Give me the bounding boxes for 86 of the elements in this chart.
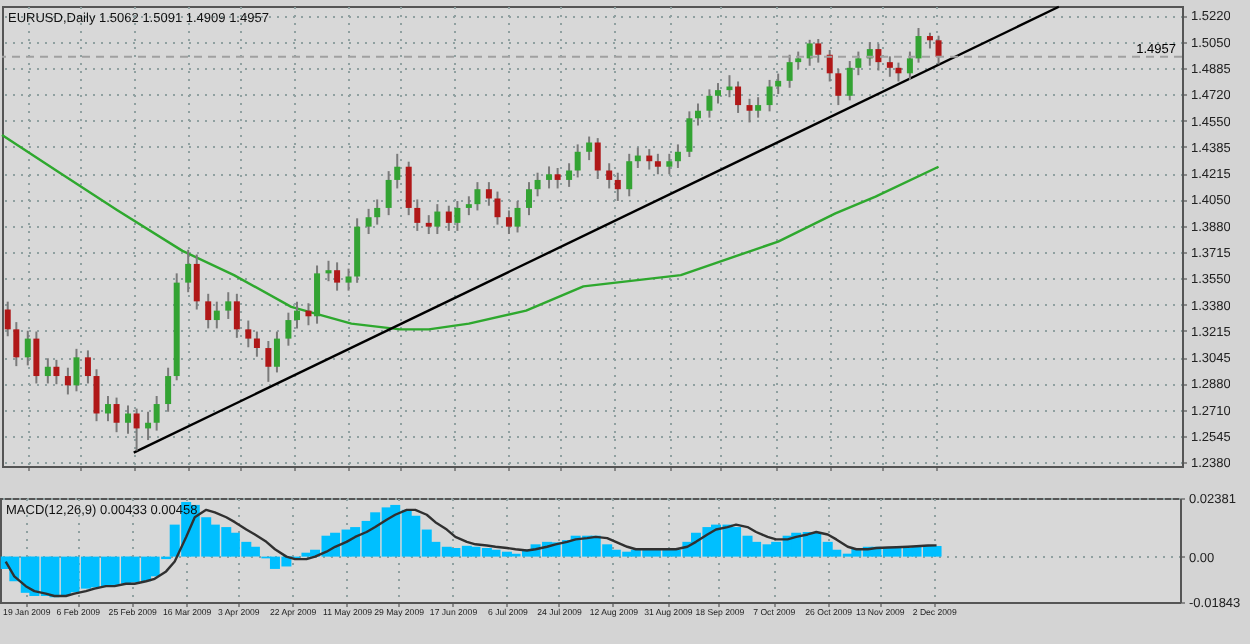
candlestick <box>566 162 573 188</box>
candlestick <box>525 181 532 217</box>
candlestick <box>895 61 902 83</box>
candlestick <box>786 53 793 89</box>
candlestick <box>93 368 100 423</box>
candlestick <box>574 143 581 179</box>
candlestick <box>125 404 132 435</box>
candlestick <box>586 135 593 162</box>
candlestick <box>245 319 252 349</box>
candlestick <box>44 357 51 385</box>
candlestick <box>185 248 192 294</box>
candlestick <box>414 198 421 232</box>
candlestick <box>84 349 91 385</box>
candlestick <box>875 42 882 72</box>
candlestick <box>775 72 782 96</box>
candlestick <box>104 395 111 423</box>
candlestick <box>886 55 893 78</box>
candlestick <box>445 204 452 232</box>
candlestick <box>666 152 673 176</box>
candlestick <box>325 259 332 283</box>
bar <box>249 546 260 557</box>
candlestick <box>915 27 922 64</box>
candlestick <box>815 38 822 64</box>
candlestick <box>454 200 461 232</box>
candlestick <box>505 209 512 236</box>
bar <box>931 545 942 557</box>
candlestick <box>846 60 853 102</box>
candlestick <box>594 137 601 180</box>
candlestick <box>906 50 913 81</box>
candlestick <box>113 396 120 434</box>
candlestick <box>385 170 392 217</box>
candlestick <box>64 366 71 396</box>
candlestick <box>365 207 372 236</box>
candlestick <box>213 300 220 330</box>
line-series <box>4 508 938 598</box>
candlestick <box>654 152 661 176</box>
candlestick <box>534 171 541 198</box>
candlestick <box>165 366 172 413</box>
candlestick <box>394 152 401 190</box>
candlestick <box>855 50 862 77</box>
candlestick <box>715 82 722 105</box>
candlestick <box>935 34 942 66</box>
candlestick <box>4 300 11 338</box>
candlestick <box>614 171 621 203</box>
candlestick <box>706 88 713 119</box>
candlestick <box>494 190 501 226</box>
candlestick <box>405 160 412 217</box>
candlestick <box>253 330 260 358</box>
candlestick <box>514 200 521 234</box>
candlestick <box>835 67 842 107</box>
candlestick <box>225 291 232 320</box>
candlestick <box>205 292 212 330</box>
candlestick <box>546 165 553 190</box>
line-series <box>0 133 940 331</box>
candlestick <box>265 339 272 383</box>
candlestick <box>233 292 240 339</box>
candlestick <box>334 261 341 292</box>
candlestick <box>674 143 681 169</box>
candlestick <box>425 214 432 236</box>
candlestick <box>735 80 742 114</box>
candlestick <box>694 102 701 127</box>
candlestick <box>374 198 381 226</box>
candlestick <box>73 347 80 393</box>
candlestick <box>133 407 140 452</box>
candlestick <box>806 38 813 67</box>
candlestick <box>746 97 753 124</box>
candlestick <box>686 110 693 158</box>
candlestick <box>554 166 561 190</box>
candlestick <box>434 203 441 236</box>
candlestick <box>314 264 321 325</box>
candlestick <box>33 330 40 385</box>
candlestick <box>53 358 60 386</box>
candlestick <box>755 96 762 119</box>
candlestick <box>345 267 352 292</box>
candlestick <box>13 321 20 368</box>
candlestick <box>24 329 31 367</box>
candlestick <box>474 181 481 212</box>
candlestick <box>766 78 773 113</box>
candlestick <box>626 152 633 198</box>
candlestick <box>193 253 200 311</box>
candlestick <box>485 181 492 207</box>
candlestick <box>465 195 472 217</box>
candlestick <box>285 311 292 347</box>
candlestick <box>606 162 613 190</box>
candlestick <box>153 395 160 432</box>
candlestick <box>273 330 280 374</box>
